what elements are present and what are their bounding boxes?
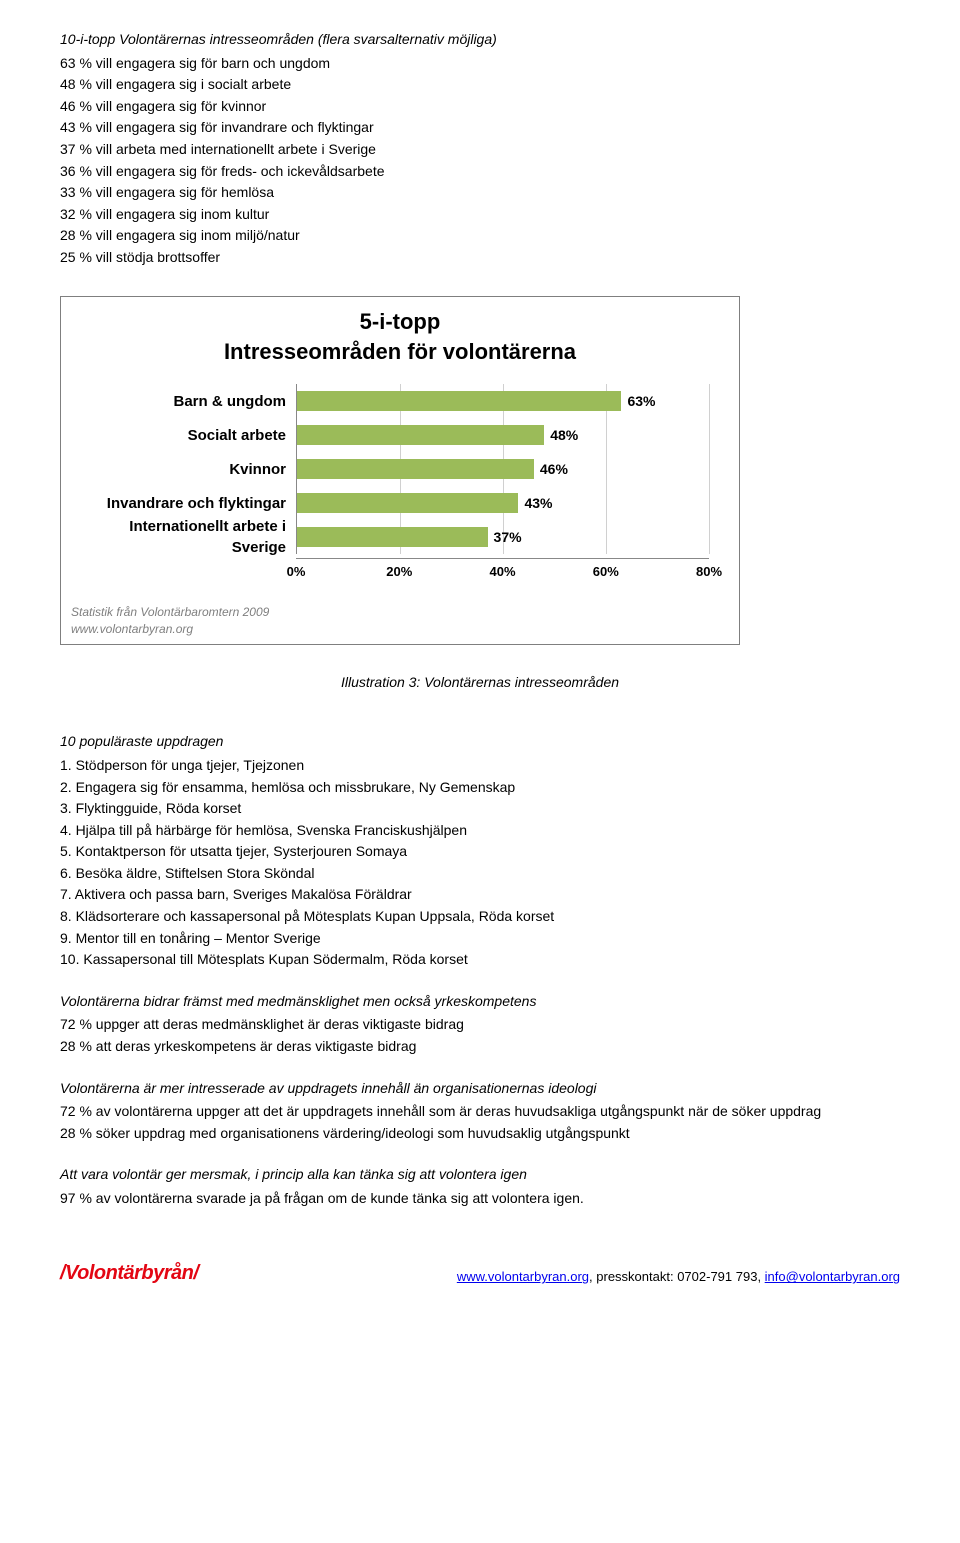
chart-xtick-label: 20% [386,563,412,581]
logo-text: Volontärbyrån [65,1262,193,1284]
chart-bar-area: 43% [296,486,709,520]
chart-category-label: Invandrare och flyktingar [81,493,296,514]
section5-title: Att vara volontär ger mersmak, i princip… [60,1165,900,1185]
section5: Att vara volontär ger mersmak, i princip… [60,1165,900,1208]
top10-section: 10-i-topp Volontärernas intresseområden … [60,30,900,268]
popular-item: 10. Kassapersonal till Mötesplats Kupan … [60,950,900,970]
section3-line: 28 % att deras yrkeskompetens är deras v… [60,1037,900,1057]
top10-line: 46 % vill engagera sig för kvinnor [60,97,900,117]
popular-item: 7. Aktivera och passa barn, Sveriges Mak… [60,885,900,905]
top10-line: 25 % vill stödja brottsoffer [60,248,900,268]
popular-item: 6. Besöka äldre, Stiftelsen Stora Skönda… [60,864,900,884]
chart-gridline [606,418,607,452]
chart-bar-value-label: 63% [621,391,655,411]
top10-line: 48 % vill engagera sig i socialt arbete [60,75,900,95]
chart-xtick-label: 0% [287,563,306,581]
chart-bar-area: 63% [296,384,709,418]
chart-xtick-label: 60% [593,563,619,581]
chart-xaxis: 0%20%40%60%80% [296,558,709,580]
chart-source-line1: Statistik från Volontärbaromtern 2009 [71,604,729,621]
chart-gridline [709,486,710,520]
chart-title-line1: 5-i-topp [71,307,729,338]
top10-line: 43 % vill engagera sig för invandrare oc… [60,118,900,138]
top10-line: 28 % vill engagera sig inom miljö/natur [60,226,900,246]
section3-line: 72 % uppger att deras medmänsklighet är … [60,1015,900,1035]
chart-gridline [606,452,607,486]
top10-line: 33 % vill engagera sig för hemlösa [60,183,900,203]
chart-bar [297,391,621,411]
chart-xtick-label: 40% [489,563,515,581]
section3: Volontärerna bidrar främst med medmänskl… [60,992,900,1057]
chart-category-label: Internationellt arbete i Sverige [81,516,296,558]
chart-bar [297,527,488,547]
popular-item: 2. Engagera sig för ensamma, hemlösa och… [60,778,900,798]
chart-xtick-label: 80% [696,563,722,581]
top10-line: 63 % vill engagera sig för barn och ungd… [60,54,900,74]
popular-item: 3. Flyktingguide, Röda korset [60,799,900,819]
chart-gridline [709,384,710,418]
chart-gridline [606,520,607,554]
chart-row: Invandrare och flyktingar 43% [81,486,709,520]
chart-gridline [709,418,710,452]
chart-row: Internationellt arbete i Sverige37% [81,520,709,554]
chart-row: Socialt arbete 48% [81,418,709,452]
chart-bar-area: 46% [296,452,709,486]
logo-slash-icon: / [193,1262,198,1284]
top10-line: 32 % vill engagera sig inom kultur [60,205,900,225]
illustration-caption: Illustration 3: Volontärernas intresseom… [60,673,900,693]
chart-bar-value-label: 46% [534,459,568,479]
chart-title-line2: Intresseområden för volontärerna [71,337,729,368]
section4-title: Volontärerna är mer intresserade av uppd… [60,1079,900,1099]
popular-item: 1. Stödperson för unga tjejer, Tjejzonen [60,756,900,776]
chart-row: Kvinnor 46% [81,452,709,486]
chart-container: 5-i-topp Intresseområden för volontärern… [60,296,740,645]
top10-line: 37 % vill arbeta med internationellt arb… [60,140,900,160]
footer-link-web[interactable]: www.volontarbyran.org [457,1269,589,1284]
chart-bar-value-label: 43% [518,493,552,513]
section4: Volontärerna är mer intresserade av uppd… [60,1079,900,1144]
chart-bar [297,493,518,513]
chart-gridline [709,520,710,554]
chart-bar-value-label: 48% [544,425,578,445]
logo: /Volontärbyrån/ [60,1259,198,1287]
top10-title: 10-i-topp Volontärernas intresseområden … [60,30,900,50]
chart-bar [297,425,544,445]
footer-link-email[interactable]: info@volontarbyran.org [765,1269,900,1284]
popular-title: 10 populäraste uppdragen [60,732,900,752]
popular-item: 8. Klädsorterare och kassapersonal på Mö… [60,907,900,927]
chart-row: Barn & ungdom 63% [81,384,709,418]
chart-bar-area: 48% [296,418,709,452]
chart-bar-area: 37% [296,520,709,554]
top10-line: 36 % vill engagera sig för freds- och ic… [60,162,900,182]
chart-plot: Barn & ungdom 63% Socialt arbete 48% Kvinnor… [81,384,709,554]
section4-line: 72 % av volontärerna uppger att det är u… [60,1102,900,1122]
popular-item: 5. Kontaktperson för utsatta tjejer, Sys… [60,842,900,862]
footer: /Volontärbyrån/ www.volontarbyran.org, p… [60,1259,900,1287]
chart-category-label: Kvinnor [81,459,296,480]
section4-line: 28 % söker uppdrag med organisationens v… [60,1124,900,1144]
section3-title: Volontärerna bidrar främst med medmänskl… [60,992,900,1012]
popular-section: 10 populäraste uppdragen 1. Stödperson f… [60,732,900,970]
popular-item: 4. Hjälpa till på härbärge för hemlösa, … [60,821,900,841]
chart-bar-value-label: 37% [488,527,522,547]
footer-contact: www.volontarbyran.org, presskontakt: 070… [457,1268,900,1286]
chart-source: Statistik från Volontärbaromtern 2009 ww… [71,604,729,638]
chart-bar [297,459,534,479]
chart-gridline [709,452,710,486]
chart-category-label: Socialt arbete [81,425,296,446]
chart-source-line2: www.volontarbyran.org [71,621,729,638]
section5-line: 97 % av volontärerna svarade ja på fråga… [60,1189,900,1209]
chart-gridline [606,486,607,520]
footer-contact-text: , presskontakt: 0702-791 793, [589,1269,765,1284]
popular-item: 9. Mentor till en tonåring – Mentor Sver… [60,929,900,949]
chart-category-label: Barn & ungdom [81,391,296,412]
